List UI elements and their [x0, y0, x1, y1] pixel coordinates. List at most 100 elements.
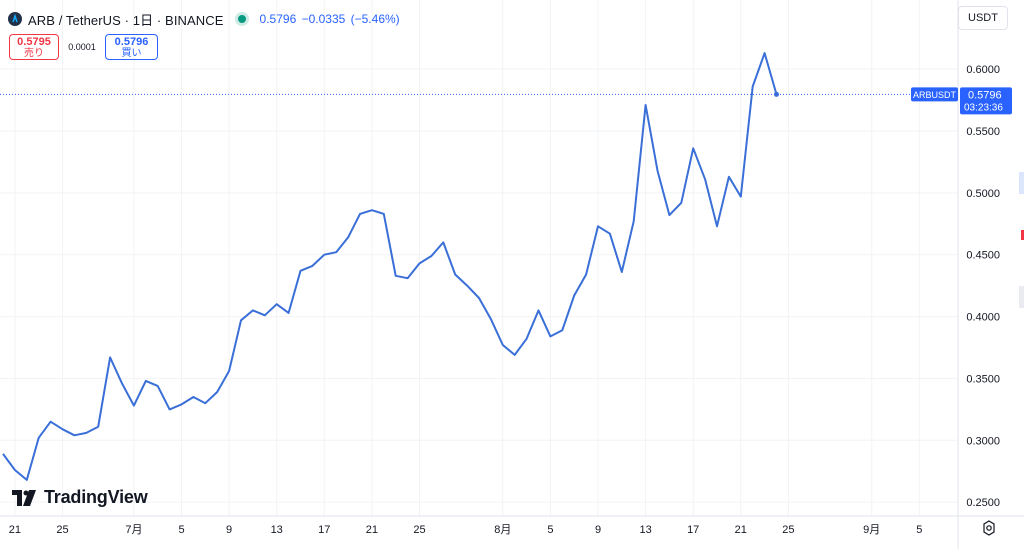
x-tick-label: 21: [366, 524, 378, 536]
series-point: [264, 314, 266, 316]
series-point: [169, 408, 171, 410]
series-point: [288, 312, 290, 314]
price-axis[interactable]: 0.2500 0.3000 0.3500 0.4000 0.4500 0.5000 0.55…: [966, 64, 1000, 509]
series-point: [716, 225, 718, 227]
series-point: [692, 147, 694, 149]
series-point: [752, 85, 754, 87]
buy-price: 0.5796: [114, 36, 149, 48]
series-point: [383, 213, 385, 215]
series-point: [38, 437, 40, 439]
symbol-header: ARB / TetherUS · 1日 · BINANCE 0.5796 −0.…: [8, 8, 400, 30]
x-tick-label: 9月: [863, 524, 880, 536]
series-point: [157, 385, 159, 387]
series-point: [466, 285, 468, 287]
chart-grid: [0, 0, 958, 516]
series-point: [680, 202, 682, 204]
sell-button[interactable]: 0.5795 売り: [9, 34, 59, 60]
sell-label: 売り: [24, 48, 44, 59]
series-point: [597, 225, 599, 227]
series-point: [478, 297, 480, 299]
sell-price: 0.5795: [17, 36, 51, 48]
tradingview-logo[interactable]: TradingView: [12, 487, 148, 508]
settings-icon[interactable]: [981, 520, 997, 536]
y-tick-label: 0.5000: [966, 188, 1000, 200]
y-tick-label: 0.6000: [966, 64, 1000, 76]
y-tick-label: 0.4500: [966, 250, 1000, 262]
series-point: [181, 403, 183, 405]
series-point: [204, 402, 206, 404]
series-point: [645, 104, 647, 106]
series-point: [538, 309, 540, 311]
series-point: [26, 479, 28, 481]
series-point: [240, 319, 242, 321]
spread-value: 0.0001: [68, 42, 96, 52]
trade-buttons: 0.5795 売り 0.0001 0.5796 買い: [9, 34, 158, 60]
x-tick-label: 5: [916, 524, 922, 536]
symbol-title[interactable]: ARB / TetherUS · 1日 · BINANCE: [28, 12, 224, 28]
series-point: [621, 271, 623, 273]
series-point: [335, 251, 337, 253]
x-tick-label: 17: [687, 524, 699, 536]
series-point: [502, 344, 504, 346]
buy-label: 買い: [121, 48, 142, 59]
series-point: [2, 453, 4, 455]
x-tick-label: 9: [226, 524, 232, 536]
x-tick-label: 25: [782, 524, 794, 536]
series-point: [740, 196, 742, 198]
series-point: [311, 265, 313, 267]
series-point: [657, 170, 659, 172]
series-point: [323, 254, 325, 256]
time-axis[interactable]: 21 25 7月 5 9 13 17 21 25 8月 5 9 13 17 21 25 9月 5: [9, 524, 923, 536]
series-point: [728, 176, 730, 178]
y-tick-label: 0.5500: [966, 126, 1000, 138]
series-point: [347, 236, 349, 238]
price-series: [2, 52, 779, 481]
series-point: [252, 309, 254, 311]
x-tick-label: 9: [595, 524, 601, 536]
series-point: [121, 382, 123, 384]
series-point: [192, 396, 194, 398]
series-point: [359, 213, 361, 215]
series-point: [62, 428, 64, 430]
x-tick-label: 8月: [494, 524, 511, 536]
series-point: [228, 370, 230, 372]
series-point: [276, 303, 278, 305]
series-point: [300, 270, 302, 272]
price-tag-bg: [960, 87, 1012, 115]
series-point: [561, 329, 563, 331]
x-tick-label: 7月: [125, 524, 142, 536]
series-point: [14, 469, 16, 471]
series-point: [668, 214, 670, 216]
series-point: [145, 380, 147, 382]
series-point: [704, 178, 706, 180]
tradingview-logo-text: TradingView: [44, 487, 148, 507]
symbol-tag: ARBUSDT: [913, 90, 957, 100]
series-point: [216, 391, 218, 393]
series-point: [549, 335, 551, 337]
series-point: [585, 274, 587, 276]
y-tick-label: 0.4000: [966, 312, 1000, 324]
arb-coin-icon: [8, 12, 22, 26]
series-line: [2, 52, 778, 481]
x-tick-label: 5: [547, 524, 553, 536]
series-point: [50, 421, 52, 423]
series-point: [133, 405, 135, 407]
series-point: [97, 426, 99, 428]
scale-marker-red: [1021, 230, 1024, 240]
x-tick-label: 21: [9, 524, 21, 536]
symbol-tag-bg: [911, 87, 958, 102]
buy-button[interactable]: 0.5796 買い: [105, 34, 158, 60]
series-point: [419, 262, 421, 264]
x-tick-label: 13: [271, 524, 283, 536]
series-point: [573, 295, 575, 297]
series-point: [395, 275, 397, 277]
currency-selector[interactable]: USDT: [958, 6, 1008, 30]
price-tag-value: 0.5796: [968, 89, 1002, 101]
series-point: [85, 432, 87, 434]
series-point: [764, 52, 766, 54]
series-point: [371, 209, 373, 211]
price-change-readout: 0.5796 −0.0335 (−5.46%): [259, 12, 400, 26]
market-open-dot-icon: [237, 15, 246, 23]
x-tick-label: 21: [735, 524, 747, 536]
